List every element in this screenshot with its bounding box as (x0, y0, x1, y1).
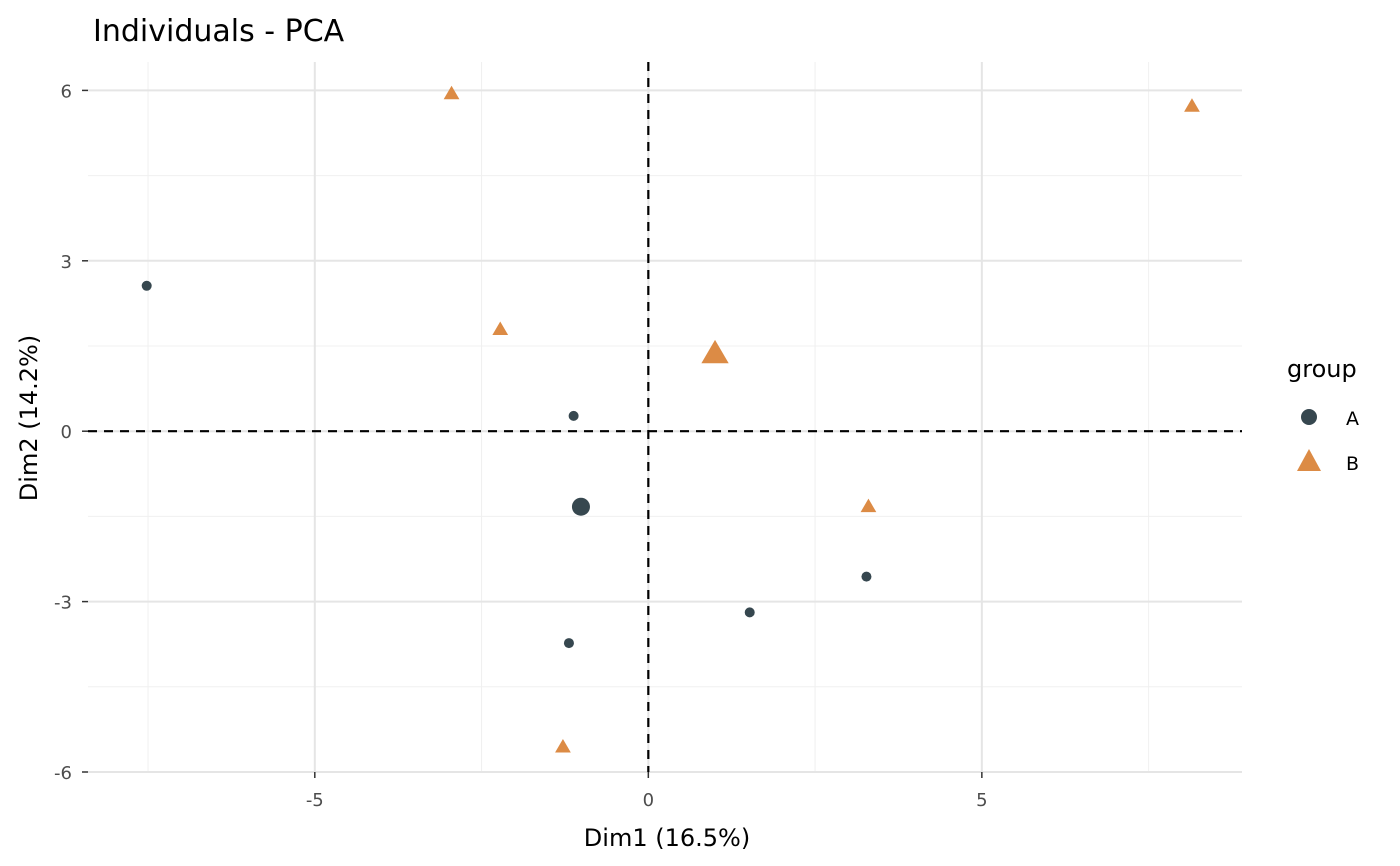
legend-b-triangle-icon (1297, 449, 1321, 471)
group-b-point (443, 85, 460, 100)
group-a-point (744, 607, 755, 618)
group-a-point (861, 571, 872, 582)
y-tick-label: 6 (61, 81, 72, 102)
y-tick-label: -6 (54, 763, 72, 784)
group-a-point (568, 410, 579, 421)
y-tick-label: 0 (61, 422, 72, 443)
group-b-point (1184, 98, 1200, 112)
group-b-point (860, 498, 877, 513)
x-tick-label: 0 (643, 790, 654, 811)
legend-label-a: A (1346, 408, 1359, 430)
y-axis-title: Dim2 (14.2%) (15, 335, 43, 501)
group-b-point (492, 321, 509, 335)
chart-title: Individuals - PCA (93, 14, 345, 49)
y-tick-label: 3 (61, 252, 72, 273)
legend-a-circle-icon (1301, 409, 1317, 425)
legend-label-b: B (1346, 453, 1359, 475)
grid (88, 62, 1242, 773)
group-b-mean-point (701, 339, 729, 364)
group-a-point (563, 638, 574, 649)
data-points (141, 85, 1200, 753)
group-a-mean-point (571, 497, 590, 516)
x-tick-label: -5 (306, 790, 324, 811)
axis-ticks: -5 0 5 -6 -3 0 3 6 (54, 81, 988, 811)
x-tick-label: 5 (976, 790, 987, 811)
x-axis-title: Dim1 (16.5%) (584, 824, 750, 852)
legend: group A B (1287, 355, 1359, 475)
group-b-point (555, 738, 571, 753)
y-tick-label: -3 (54, 593, 72, 614)
reference-lines (88, 62, 1242, 772)
group-a-point (141, 280, 152, 291)
legend-title: group (1287, 355, 1357, 383)
